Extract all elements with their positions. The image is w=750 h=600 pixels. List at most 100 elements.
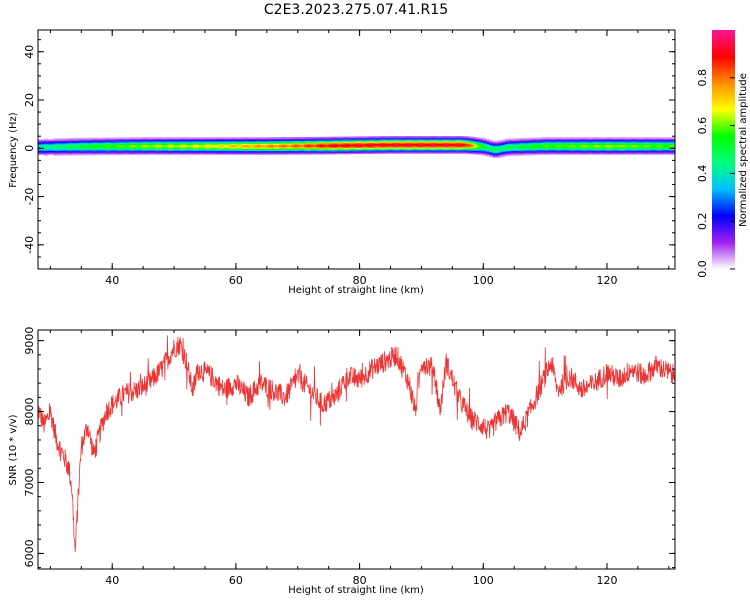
heatmap-cell: [124, 146, 129, 148]
heatmap-cell: [189, 139, 194, 142]
heatmap-cell: [446, 138, 450, 141]
heatmap-cell: [211, 147, 215, 149]
heatmap-cell: [65, 139, 70, 141]
heatmap-cell: [115, 149, 119, 152]
heatmap-cell: [523, 147, 527, 150]
heatmap-cell: [124, 147, 129, 149]
heatmap-cell: [297, 143, 302, 145]
heatmap-cell: [155, 153, 159, 155]
heatmap-cell: [102, 140, 107, 142]
heatmap-cell: [486, 143, 490, 146]
heatmap-cell: [239, 143, 243, 146]
heatmap-cell: [520, 152, 524, 155]
heatmap-cell: [430, 148, 435, 150]
heatmap-cell: [597, 149, 602, 152]
heatmap-cell: [443, 140, 447, 143]
heatmap-cell: [140, 143, 144, 146]
heatmap-cell: [671, 140, 675, 143]
heatmap-cell: [341, 137, 345, 140]
heatmap-cell: [208, 152, 212, 154]
heatmap-cell: [656, 137, 660, 139]
heatmap-cell: [186, 152, 190, 154]
heatmap-cell: [560, 150, 565, 153]
heatmap-cell: [439, 138, 444, 141]
heatmap-cell: [381, 141, 385, 143]
heatmap-cell: [600, 138, 605, 141]
heatmap-cell: [307, 138, 311, 140]
heatmap-cell: [235, 143, 240, 146]
heatmap-cell: [279, 149, 283, 152]
heatmap-cell: [201, 147, 206, 149]
heatmap-cell: [368, 141, 373, 143]
heatmap-cell: [251, 153, 255, 155]
heatmap-cell: [381, 150, 385, 153]
heatmap-cell: [208, 150, 212, 153]
heatmap-cell: [99, 137, 104, 140]
heatmap-cell: [443, 150, 447, 153]
heatmap-cell: [72, 137, 76, 140]
heatmap-cell: [211, 145, 215, 148]
heatmap-cell: [603, 139, 608, 142]
heatmap-cell: [146, 147, 150, 149]
heatmap-cell: [192, 140, 197, 143]
heatmap-cell: [106, 152, 110, 154]
heatmap-cell: [594, 139, 599, 142]
heatmap-cell: [273, 149, 277, 152]
heatmap-cell: [38, 142, 42, 144]
heatmap-cell: [594, 149, 599, 152]
heatmap-cell: [653, 144, 657, 147]
heatmap-cell: [566, 140, 571, 143]
heatmap-cell: [569, 153, 574, 155]
heatmap-cell: [671, 144, 675, 147]
heatmap-cell: [353, 138, 357, 141]
heatmap-cell: [483, 138, 487, 140]
heatmap-cell: [112, 144, 116, 147]
heatmap-cell: [576, 149, 580, 152]
heatmap-cell: [569, 143, 574, 146]
y-tick-label: 20: [23, 93, 36, 107]
heatmap-cell: [183, 145, 187, 148]
heatmap-cell: [585, 147, 589, 149]
heatmap-cell: [381, 139, 385, 142]
heatmap-cell: [628, 139, 633, 142]
heatmap-cell: [588, 145, 592, 148]
heatmap-cell: [405, 148, 410, 150]
heatmap-cell: [634, 147, 639, 149]
heatmap-cell: [671, 143, 675, 146]
heatmap-cell: [269, 142, 274, 144]
heatmap-cell: [183, 152, 187, 154]
heatmap-cell: [297, 136, 302, 139]
heatmap-cell: [467, 145, 472, 147]
heatmap-cell: [72, 139, 76, 141]
heatmap-cell: [341, 145, 345, 147]
heatmap-cell: [483, 149, 487, 151]
heatmap-cell: [337, 139, 342, 141]
heatmap-cell: [248, 147, 252, 149]
heatmap-cell: [545, 147, 549, 149]
heatmap-cell: [276, 140, 280, 143]
heatmap-cell: [508, 140, 512, 143]
heatmap-cell: [378, 150, 382, 153]
heatmap-cell: [665, 147, 670, 149]
heatmap-cell: [109, 139, 113, 142]
heatmap-cell: [294, 148, 299, 150]
heatmap-cell: [341, 139, 345, 141]
heatmap-cell: [334, 146, 339, 149]
heatmap-cell: [498, 153, 503, 156]
heatmap-cell: [523, 149, 527, 151]
heatmap-cell: [337, 140, 342, 142]
heatmap-cell: [84, 151, 88, 153]
heatmap-cell: [313, 152, 317, 155]
heatmap-cell: [619, 142, 623, 144]
heatmap-cell: [186, 138, 190, 141]
heatmap-cell: [90, 153, 95, 156]
heatmap-cell: [396, 150, 401, 153]
heatmap-cell: [582, 153, 586, 155]
heatmap-cell: [409, 138, 413, 141]
heatmap-cell: [59, 140, 64, 143]
heatmap-cell: [443, 142, 447, 144]
spectrogram-axes-frame: [37, 29, 676, 270]
heatmap-cell: [109, 153, 113, 156]
heatmap-cell: [446, 149, 450, 152]
heatmap-cell: [467, 136, 472, 139]
